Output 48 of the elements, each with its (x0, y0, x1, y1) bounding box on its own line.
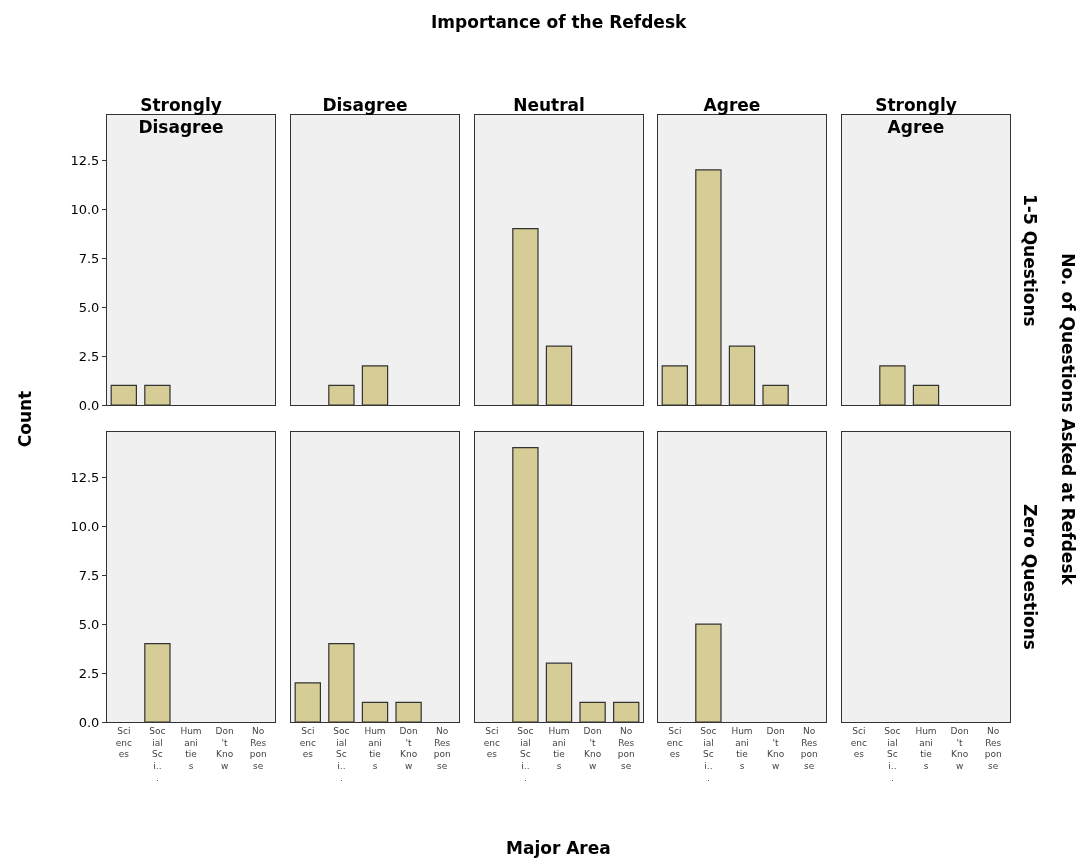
x-tick-label: Sciences (115, 725, 132, 760)
x-tick-label: Don't Know (950, 725, 969, 771)
x-tick-label: No Response (800, 725, 818, 771)
x-tick-label: Humanities (180, 725, 202, 771)
x-tick-label: Social Sci... (149, 725, 166, 783)
x-tick-label: Social Sci... (333, 725, 350, 783)
x-tick-label: Humanities (364, 725, 386, 771)
y-tick-label: 12.5 (70, 152, 100, 168)
y-tick-label: 0.0 (78, 397, 100, 413)
chart-title: Agree (703, 95, 761, 115)
x-tick-label: Don't Know (583, 725, 602, 771)
x-tick-label: Sciences (666, 725, 683, 760)
text: No. of Questions Asked at Refdesk (1057, 252, 1078, 585)
x-axis-title: Major Area (506, 838, 611, 858)
y-tick-label: 7.5 (78, 567, 100, 583)
x-tick-label: Don't Know (766, 725, 785, 771)
x-tick-label: Sciences (483, 725, 500, 760)
y-tick-label: 5.0 (78, 299, 100, 315)
y2-axis-title: 1-5 Questions (1020, 194, 1040, 327)
x-tick-label: Sciences (850, 725, 867, 760)
y-axis-title: Count (14, 390, 35, 447)
x-tick-label: Don't Know (399, 725, 418, 771)
x-tick-label: No Response (984, 725, 1002, 771)
y-tick-label: 2.5 (78, 348, 100, 364)
y-tick-label: 7.5 (78, 250, 100, 266)
x-tick-label: Humanities (915, 725, 937, 771)
y-tick-label: 12.5 (70, 469, 100, 485)
x-tick-label: Social Sci... (700, 725, 717, 783)
chart-title: Strongly Disagree (138, 95, 224, 138)
chart-title: Neutral (513, 95, 585, 115)
x-tick-label: Sciences (299, 725, 316, 760)
x-tick-label: Don't Know (215, 725, 234, 771)
x-tick-label: No Response (617, 725, 635, 771)
y2-axis-title: Zero Questions (1020, 504, 1040, 650)
x-tick-label: Humanities (731, 725, 753, 771)
chart-title: Strongly Agree (875, 95, 957, 138)
text: Importance of the Refdesk (431, 12, 687, 32)
x-tick-label: Social Sci... (517, 725, 534, 783)
x-tick-label: Humanities (548, 725, 570, 771)
y-tick-label: 10.0 (70, 201, 100, 217)
y-tick-label: 0.0 (78, 714, 100, 730)
x-tick-label: Social Sci... (884, 725, 901, 783)
y-tick-label: 5.0 (78, 616, 100, 632)
chart-title: Disagree (322, 95, 408, 115)
x-tick-label: No Response (249, 725, 267, 771)
x-tick-label: No Response (433, 725, 451, 771)
y-tick-label: 2.5 (78, 665, 100, 681)
y-tick-label: 10.0 (70, 518, 100, 534)
